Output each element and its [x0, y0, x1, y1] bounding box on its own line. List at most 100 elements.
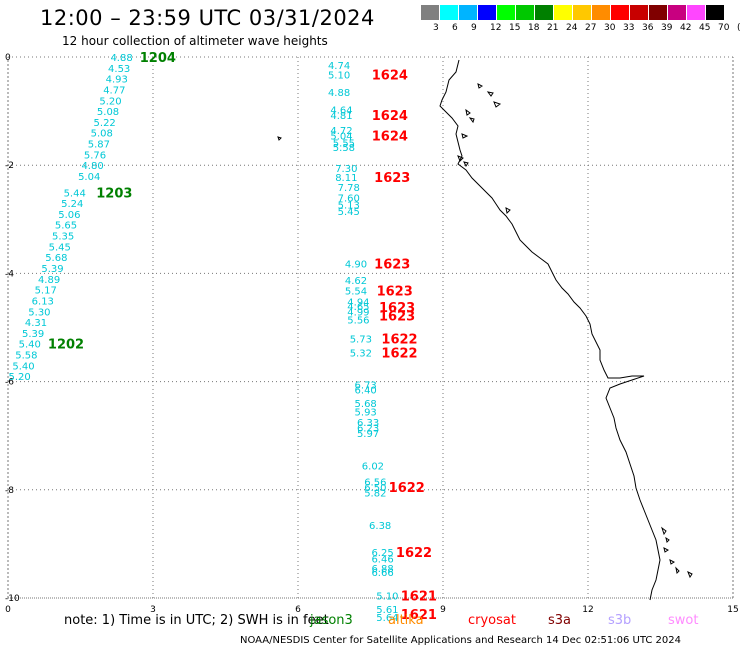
pass-time-label: 1624 [372, 68, 408, 83]
wave-height-value: 5.08 [91, 129, 113, 140]
wave-height-value: 5.64 [376, 613, 398, 624]
wave-height-value: 8.11 [335, 173, 357, 184]
coastline [277, 59, 693, 601]
x-tick-label: 0 [5, 605, 11, 615]
wave-height-value: 4.64 [330, 105, 352, 116]
footer-note: note: 1) Time is in UTC; 2) SWH is in fe… [64, 613, 329, 628]
wave-height-value: 5.04 [330, 131, 352, 142]
wave-height-value: 6.50 [364, 483, 386, 494]
altimeter-tracks: 4.884.534.934.775.205.085.225.085.875.76… [8, 51, 436, 624]
wave-height-value: 5.32 [350, 348, 372, 359]
wave-height-value: 5.40 [12, 361, 34, 372]
wave-height-value: 4.74 [328, 61, 350, 72]
coastline-path [439, 59, 661, 601]
pass-time-label: 1623 [379, 301, 415, 316]
scale-swatch [497, 5, 516, 20]
pass-time-label: 1621 [401, 589, 437, 604]
wave-height-value: 5.44 [64, 188, 86, 199]
scale-label: 39 [661, 23, 673, 33]
wave-height-value: 5.55 [333, 138, 355, 149]
wave-height-value: 4.90 [345, 260, 367, 271]
pass-time-label: 1622 [381, 332, 417, 347]
wave-height-value: 6.02 [362, 461, 384, 472]
wave-height-value: 4.88 [328, 88, 350, 99]
scale-swatch [535, 5, 554, 20]
wave-height-value: 4.93 [106, 75, 128, 86]
pass-time-label: 1622 [389, 481, 425, 496]
plot-frame [7, 56, 734, 599]
wave-height-value: 7.60 [338, 194, 360, 205]
wave-height-value: 5.68 [355, 399, 377, 410]
wave-height-value: 5.54 [345, 287, 367, 298]
scale-swatch [630, 5, 649, 20]
pass-time-label: 1624 [372, 129, 408, 144]
pass-time-label: 1204 [140, 51, 176, 66]
wave-height-value: 5.76 [84, 150, 106, 161]
wave-height-value: 5.56 [347, 315, 369, 326]
wave-height-value: 5.17 [35, 286, 57, 297]
wave-height-value: 5.30 [28, 307, 50, 318]
wave-height-value: 5.13 [338, 201, 360, 212]
wave-height-value: 6.46 [371, 555, 393, 566]
y-tick-label: 0 [5, 53, 11, 63]
wave-height-value: 4.94 [347, 298, 369, 309]
scale-label: 6 [452, 23, 458, 33]
wave-height-value: 6.66 [371, 568, 393, 579]
scale-swatch [649, 5, 668, 20]
pass-time-label: 1622 [381, 346, 417, 361]
scale-swatch [592, 5, 611, 20]
wave-height-value: 6.25 [371, 548, 393, 559]
wave-height-value: 5.93 [355, 407, 377, 418]
credit-line: NOAA/NESDIS Center for Satellite Applica… [240, 635, 682, 646]
wave-height-value: 5.10 [328, 70, 350, 81]
wave-height-value: 5.45 [49, 242, 71, 253]
scale-swatch [611, 5, 630, 20]
wave-height-value: 5.61 [376, 605, 398, 616]
scale-label: 36 [642, 23, 654, 33]
map-subtitle: 12 hour collection of altimeter wave hei… [62, 34, 328, 48]
y-tick-label: -10 [5, 594, 20, 604]
wave-height-value: 6.88 [371, 564, 393, 575]
satellite-legend-item: jason3 [310, 613, 353, 628]
pass-time-label: 1623 [379, 310, 415, 325]
wave-height-value: 5.58 [333, 143, 355, 154]
wave-height-value: 4.88 [110, 53, 132, 64]
scale-label: 42 [680, 23, 692, 33]
satellite-legend-item: s3a [548, 613, 572, 628]
wave-height-value: 5.39 [22, 329, 44, 340]
scale-label: 24 [566, 23, 578, 33]
wave-height-value: 5.87 [88, 140, 110, 151]
scale-swatch [554, 5, 573, 20]
wave-height-value: 5.20 [8, 372, 30, 383]
islands-path [277, 83, 693, 579]
scale-swatch [421, 5, 440, 20]
wave-height-value: 6.40 [355, 386, 377, 397]
wave-height-value: 5.24 [61, 199, 83, 210]
wave-height-value: 4.80 [81, 161, 103, 172]
pass-time-label: 1203 [96, 186, 132, 201]
scale-label: 27 [585, 23, 597, 33]
wave-height-value: 5.04 [78, 172, 100, 183]
wave-height-value: 5.40 [19, 340, 41, 351]
wave-height-value: 5.73 [350, 334, 372, 345]
scale-label: 3 [433, 23, 439, 33]
scale-swatch [706, 5, 725, 20]
wave-height-value: 4.81 [330, 111, 352, 122]
y-tick-label: -8 [5, 486, 14, 496]
wave-height-value: 6.33 [357, 418, 379, 429]
wave-height-value: 5.22 [94, 118, 116, 129]
scale-swatch [478, 5, 497, 20]
pass-time-label: 1624 [372, 109, 408, 124]
scale-swatch [459, 5, 478, 20]
wave-height-value: 6.23 [357, 424, 379, 435]
wave-height-value: 4.72 [330, 126, 352, 137]
wave-height-value: 4.65 [347, 302, 369, 313]
y-tick-label: -6 [5, 378, 14, 388]
satellite-legend-item: cryosat [468, 613, 516, 628]
pass-time-label: 1621 [401, 608, 437, 623]
wave-height-value: 4.99 [347, 307, 369, 318]
wave-height-value: 7.30 [335, 164, 357, 175]
grid-lines [7, 56, 734, 599]
wave-height-value: 4.62 [345, 276, 367, 287]
